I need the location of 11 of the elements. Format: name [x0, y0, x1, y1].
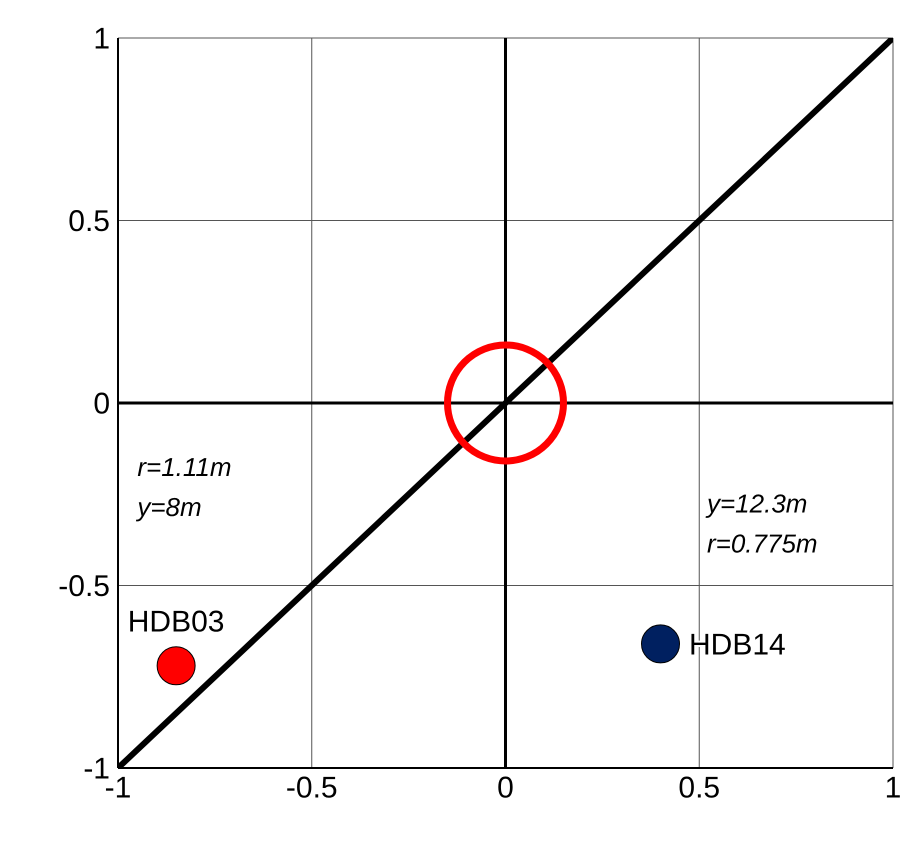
y-tick-label: 0.5: [68, 205, 110, 238]
x-tick-label: 0.5: [678, 771, 720, 804]
annotation: r=1.11m y=8m: [135, 452, 232, 522]
series-label: HDB03: [128, 605, 224, 638]
y-tick-label: 0: [93, 388, 110, 421]
x-tick-label: -0.5: [286, 771, 338, 804]
x-tick-label: 1: [884, 771, 902, 804]
annotation: y=12.3m r=0.775m: [705, 488, 818, 558]
y-tick-label: 1: [93, 22, 110, 56]
y-tick-label: -0.5: [58, 570, 110, 604]
x-tick-label: 0: [497, 771, 514, 804]
